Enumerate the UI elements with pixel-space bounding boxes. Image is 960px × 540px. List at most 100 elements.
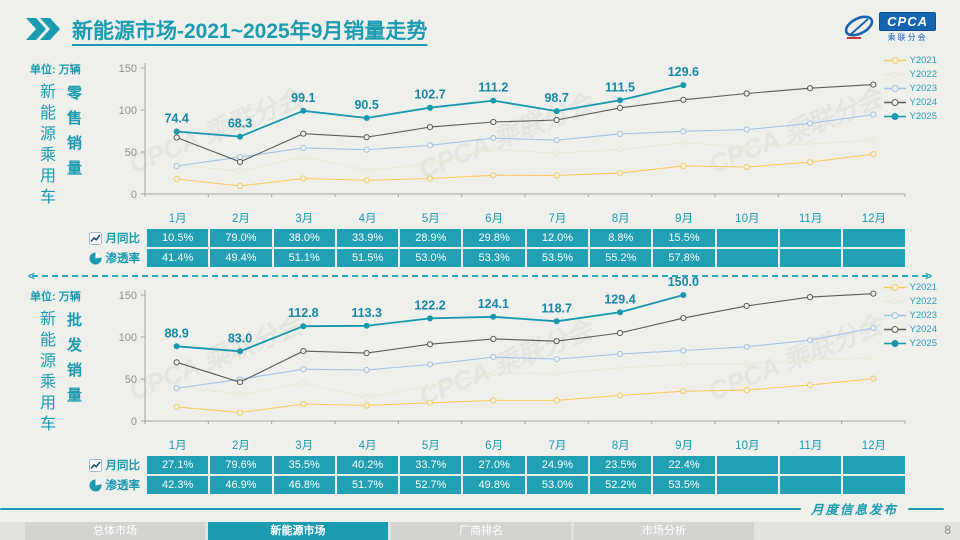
- table-cell: [716, 476, 778, 494]
- table-cell: 53.5%: [526, 249, 589, 267]
- month-header: 7月: [548, 440, 567, 452]
- month-header: 1月: [168, 440, 187, 452]
- svg-text:150: 150: [119, 290, 137, 302]
- legend-item-y2021: Y2021: [883, 281, 937, 294]
- legend-swatch-icon: [883, 113, 906, 120]
- table-cell: 51.1%: [273, 249, 335, 267]
- table-cell: 35.5%: [273, 456, 335, 474]
- month-header: 7月: [548, 213, 567, 225]
- table-cell: [779, 229, 842, 247]
- footer-tab-item[interactable]: 厂商排名: [391, 522, 571, 540]
- table-row: 月同比 10.5% 79.0% 38.0% 33.9% 28.9% 29.8% 12.0% 8.…: [83, 229, 905, 247]
- footer-tabs: 8 总体市场 新能源市场 厂商排名 市场分析: [0, 522, 960, 540]
- table-cell: 10.5%: [147, 229, 209, 247]
- svg-text:50: 50: [125, 147, 137, 159]
- row-label-text: 渗透率: [105, 253, 141, 265]
- table-cell: 49.4%: [210, 249, 272, 267]
- table-cell: 57.8%: [653, 249, 715, 267]
- svg-text:100: 100: [119, 105, 137, 117]
- row-label-text: 月同比: [105, 460, 141, 472]
- retail-table: 1月 2月 3月 4月 5月 6月 7月 8月 9月 10月 11月 12月 月同比 10.5% 79.0…: [83, 211, 905, 267]
- wholesale-section: 单位: 万辆 新能源乘用车 批发销量 CPCA 乘联分会 CPCA 乘联分会 C…: [0, 275, 960, 496]
- svg-text:118.7: 118.7: [541, 301, 572, 315]
- table-cell: 28.9%: [400, 229, 462, 247]
- table-cell: [779, 249, 842, 267]
- table-cell: 53.0%: [400, 249, 462, 267]
- table-cell: 53.0%: [526, 476, 589, 494]
- legend-label: Y2025: [909, 338, 937, 349]
- legend-item-y2022: Y2022: [883, 68, 937, 81]
- svg-text:98.7: 98.7: [544, 91, 568, 105]
- table-cell: 38.0%: [273, 229, 335, 247]
- month-header: 4月: [358, 440, 377, 452]
- line-chart-icon: [88, 458, 102, 472]
- svg-text:74.4: 74.4: [164, 112, 188, 126]
- footer-release-label: 月度信息发布: [810, 502, 898, 517]
- svg-text:88.9: 88.9: [164, 326, 188, 340]
- legend-swatch-icon: [883, 57, 906, 64]
- footer-tab-active[interactable]: 新能源市场: [208, 522, 388, 540]
- group-label: 新能源乘用车: [37, 83, 54, 209]
- table-cell: 27.0%: [463, 456, 525, 474]
- table-cell: 46.9%: [210, 476, 272, 494]
- footer-rule: 月度信息发布: [0, 499, 960, 518]
- svg-text:129.6: 129.6: [668, 65, 699, 79]
- svg-text:50: 50: [125, 374, 137, 386]
- table-cell: 51.7%: [336, 476, 399, 494]
- table-cell: 8.8%: [590, 229, 652, 247]
- table-cell: 24.9%: [526, 456, 589, 474]
- table-cell: [716, 229, 778, 247]
- right-arrow-icon: >: [924, 269, 932, 283]
- rule-line: [908, 507, 944, 510]
- legend-label: Y2024: [909, 97, 937, 108]
- table-cell: 49.8%: [463, 476, 525, 494]
- svg-text:111.5: 111.5: [605, 80, 635, 94]
- retail-section: 单位: 万辆 新能源乘用车 零售销量 CPCA 乘联分会 CPCA 乘联分会 C…: [0, 54, 960, 269]
- month-header: 11月: [798, 213, 823, 225]
- table-cell: 51.5%: [336, 249, 399, 267]
- legend-swatch-icon: [883, 312, 906, 319]
- table-cell: 53.5%: [653, 476, 715, 494]
- svg-text:0: 0: [131, 416, 137, 428]
- svg-text:124.1: 124.1: [478, 297, 509, 311]
- legend-label: Y2021: [909, 55, 937, 66]
- legend-item-y2023: Y2023: [883, 309, 937, 322]
- footer-tab-item[interactable]: 总体市场: [25, 522, 205, 540]
- month-header: 3月: [295, 440, 314, 452]
- svg-text:99.1: 99.1: [291, 91, 315, 105]
- legend-swatch-icon: [883, 340, 906, 347]
- table-cell: 40.2%: [336, 456, 399, 474]
- svg-text:150: 150: [119, 63, 137, 75]
- legend-label: Y2022: [909, 69, 937, 80]
- svg-text:0: 0: [131, 189, 137, 201]
- row-label-spacer: [83, 438, 145, 454]
- row-label: 月同比: [83, 229, 145, 247]
- cpca-logo: CPCA 乘联分会: [841, 11, 936, 43]
- logo-cpca-text: CPCA: [879, 11, 936, 31]
- month-header: 8月: [611, 440, 630, 452]
- month-header: 4月: [358, 213, 377, 225]
- footer-tab-item[interactable]: 市场分析: [574, 522, 754, 540]
- legend-item-y2022: Y2022: [883, 295, 937, 308]
- table-cell: 55.2%: [590, 249, 652, 267]
- svg-text:113.3: 113.3: [351, 306, 382, 320]
- month-header: 11月: [798, 440, 823, 452]
- table-cell: 33.9%: [336, 229, 399, 247]
- table-cell: 42.3%: [147, 476, 209, 494]
- header: 新能源市场-2021~2025年9月销量走势 CPCA 乘联分会: [0, 0, 960, 56]
- table-cell: 46.8%: [273, 476, 335, 494]
- pie-chart-icon: [89, 252, 101, 264]
- table-cell: [779, 456, 842, 474]
- legend-label: Y2023: [909, 310, 937, 321]
- legend-item-y2021: Y2021: [883, 54, 937, 67]
- svg-text:90.5: 90.5: [354, 98, 378, 112]
- page-title: 新能源市场-2021~2025年9月销量走势: [72, 15, 427, 45]
- month-header: 12月: [861, 440, 887, 452]
- legend-label: Y2021: [909, 282, 937, 293]
- table-cell: 15.5%: [653, 229, 715, 247]
- month-header: 10月: [735, 213, 760, 225]
- table-cell: 53.3%: [463, 249, 525, 267]
- legend-item-y2024: Y2024: [883, 323, 937, 336]
- retail-chart-legend: Y2021 Y2022 Y2023 Y2024 Y2025: [883, 54, 937, 123]
- legend-label: Y2022: [909, 296, 937, 307]
